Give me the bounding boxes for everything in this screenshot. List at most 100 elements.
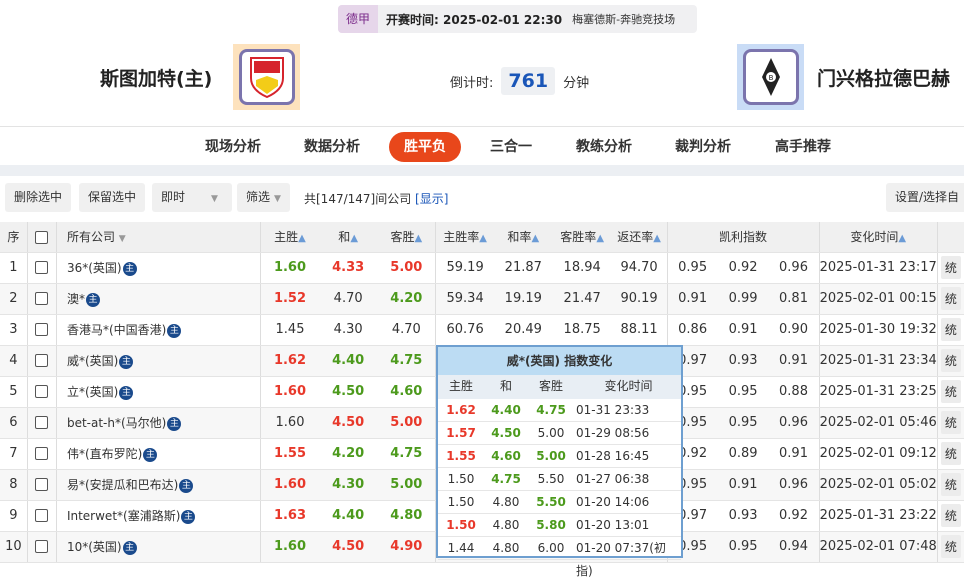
odds-cell[interactable]: 4.70 [377,314,436,346]
settings-button[interactable]: 设置/选择自定 [886,183,964,212]
company-cell[interactable]: 36*(英国) 主 [55,252,261,284]
col-company[interactable]: 所有公司 ▼ [55,222,261,253]
stats-button[interactable]: 统 [936,345,964,377]
company-name[interactable]: 澳* [66,292,85,306]
odds-cell[interactable]: 1.60 [260,531,319,563]
filter-dropdown[interactable]: 筛选 ▼ [237,183,290,212]
odds-cell[interactable]: 5.00 [377,252,436,284]
odds-cell[interactable]: 4.40 [318,345,378,377]
odds-cell[interactable]: 1.63 [260,500,319,532]
odds-cell[interactable]: 4.50 [318,376,378,408]
company-cell[interactable]: 立*(英国) 主 [55,376,261,408]
company-name[interactable]: 36*(英国) [66,261,122,275]
col-time[interactable]: 变化时间▲ [818,222,938,253]
stats-label[interactable]: 统 [940,504,961,527]
company-name[interactable]: Interwet*(塞浦路斯) [66,509,181,523]
company-cell[interactable]: Interwet*(塞浦路斯) 主 [55,500,261,532]
company-cell[interactable]: 伟*(直布罗陀) 主 [55,438,261,470]
stats-label[interactable]: 统 [940,287,961,310]
select-all-checkbox[interactable] [26,222,57,253]
odds-cell[interactable]: 1.60 [260,252,319,284]
table-row[interactable]: 7 伟*(直布罗陀) 主 1.55 4.20 4.75 0.92 0.89 0.91 2025-0… [0,438,964,470]
company-name[interactable]: 易*(安提瓜和巴布达) [66,478,179,492]
odds-cell[interactable]: 1.60 [260,376,319,408]
away-team-name[interactable]: 门兴格拉德巴赫 [817,68,951,90]
company-cell[interactable]: bet-at-h*(马尔他) 主 [55,407,261,439]
stats-label[interactable]: 统 [940,473,961,496]
row-checkbox[interactable] [26,252,57,284]
company-name[interactable]: bet-at-h*(马尔他) [66,416,167,430]
odds-cell[interactable]: 1.55 [260,438,319,470]
col-draw-rate[interactable]: 和率▲ [493,222,553,253]
league-tag[interactable]: 德甲 [338,5,379,33]
company-name[interactable]: 伟*(直布罗陀) [66,447,143,461]
home-team-name[interactable]: 斯图加特(主) [100,68,213,90]
stats-button[interactable]: 统 [936,438,964,470]
col-home-rate[interactable]: 主胜率▲ [435,222,494,253]
nav-tab-2[interactable]: 胜平负 [389,132,461,162]
stats-label[interactable]: 统 [940,411,961,434]
company-name[interactable]: 10*(英国) [66,540,122,554]
table-row[interactable]: 3 香港马*(中国香港) 主 1.45 4.30 4.70 60.76 20.49 18.75 8… [0,314,964,346]
nav-tab-0[interactable]: 现场分析 [205,139,261,155]
stats-label[interactable]: 统 [940,442,961,465]
stats-button[interactable]: 统 [936,283,964,315]
nav-tab-3[interactable]: 三合一 [490,139,532,155]
row-checkbox[interactable] [26,407,57,439]
col-home[interactable]: 主胜▲ [260,222,319,253]
row-checkbox[interactable] [26,314,57,346]
delete-selected-button[interactable]: 删除选中 [5,183,72,212]
odds-cell[interactable]: 1.62 [260,345,319,377]
table-row[interactable]: 2 澳* 主 1.52 4.70 4.20 59.34 19.19 21.47 90.19 0.91… [0,283,964,315]
home-team-logo[interactable] [233,44,300,110]
company-cell[interactable]: 威*(英国) 主 [55,345,261,377]
odds-cell[interactable]: 1.60 [260,469,319,501]
odds-cell[interactable]: 1.45 [260,314,319,346]
table-row[interactable]: 1 36*(英国) 主 1.60 4.33 5.00 59.19 21.87 18.94 94.7… [0,252,964,284]
odds-cell[interactable]: 4.20 [318,438,378,470]
odds-cell[interactable]: 4.75 [377,438,436,470]
stats-button[interactable]: 统 [936,252,964,284]
row-checkbox[interactable] [26,283,57,315]
col-away-rate[interactable]: 客胜率▲ [552,222,612,253]
stats-label[interactable]: 统 [940,318,961,341]
row-checkbox[interactable] [26,531,57,563]
col-draw[interactable]: 和▲ [318,222,378,253]
row-checkbox[interactable] [26,345,57,377]
nav-tab-5[interactable]: 裁判分析 [675,139,731,155]
odds-cell[interactable]: 4.80 [377,500,436,532]
row-checkbox[interactable] [26,376,57,408]
company-name[interactable]: 立*(英国) [66,385,119,399]
company-name[interactable]: 香港马*(中国香港) [66,323,167,337]
keep-selected-button[interactable]: 保留选中 [79,183,146,212]
nav-tab-4[interactable]: 教练分析 [576,139,632,155]
away-team-logo[interactable]: B [737,44,804,110]
company-cell[interactable]: 10*(英国) 主 [55,531,261,563]
company-cell[interactable]: 澳* 主 [55,283,261,315]
odds-cell[interactable]: 5.00 [377,407,436,439]
odds-cell[interactable]: 4.30 [318,469,378,501]
odds-cell[interactable]: 4.50 [318,531,378,563]
odds-cell[interactable]: 4.60 [377,376,436,408]
row-checkbox[interactable] [26,500,57,532]
odds-cell[interactable]: 4.50 [318,407,378,439]
odds-cell[interactable]: 5.00 [377,469,436,501]
odds-cell[interactable]: 4.20 [377,283,436,315]
odds-cell[interactable]: 4.70 [318,283,378,315]
stats-label[interactable]: 统 [940,256,961,279]
row-checkbox[interactable] [26,469,57,501]
stats-label[interactable]: 统 [940,535,961,558]
stats-button[interactable]: 统 [936,314,964,346]
odds-cell[interactable]: 4.33 [318,252,378,284]
odds-cell[interactable]: 4.90 [377,531,436,563]
stats-button[interactable]: 统 [936,469,964,501]
company-name[interactable]: 威*(英国) [66,354,119,368]
col-away[interactable]: 客胜▲ [377,222,436,253]
stats-button[interactable]: 统 [936,531,964,563]
odds-cell[interactable]: 1.60 [260,407,319,439]
show-link[interactable]: [显示] [415,192,449,206]
stats-label[interactable]: 统 [940,380,961,403]
odds-cell[interactable]: 1.52 [260,283,319,315]
stats-button[interactable]: 统 [936,407,964,439]
row-checkbox[interactable] [26,438,57,470]
